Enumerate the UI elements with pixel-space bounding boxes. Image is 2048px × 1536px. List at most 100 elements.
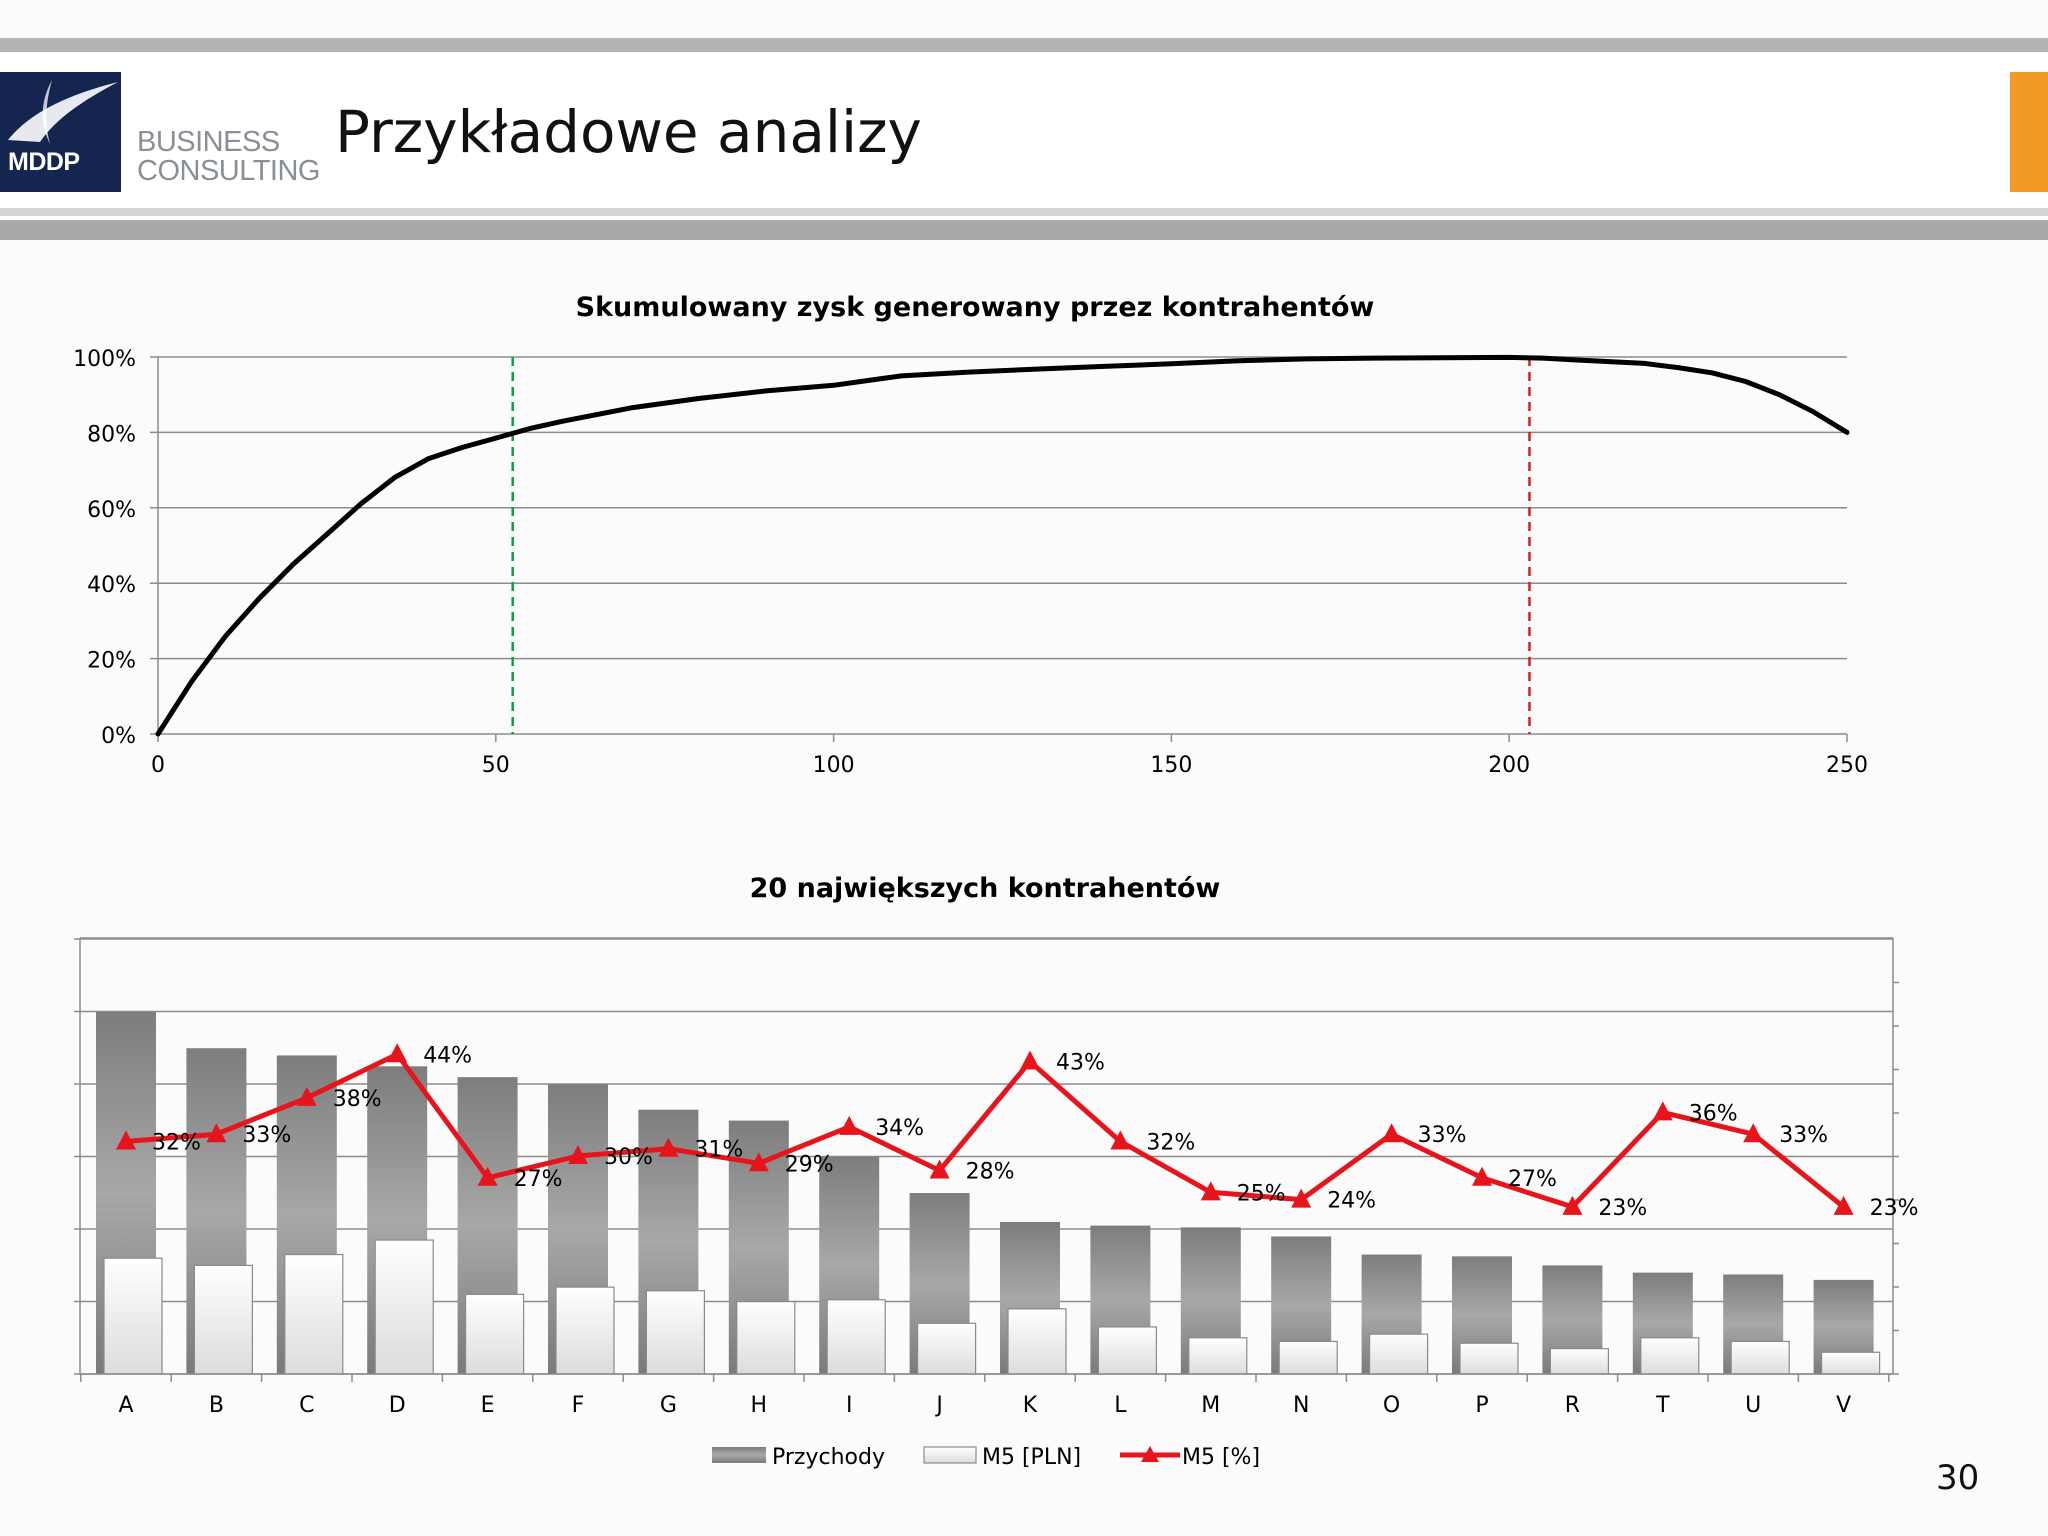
margin-pln-bar (736, 1301, 796, 1375)
margin-pln-bar (1368, 1333, 1429, 1375)
y-tick-label: 40% (87, 573, 136, 598)
legend-marker-margin-percent (1141, 1446, 1159, 1462)
chart1-title: Skumulowany zysk generowany przez kontra… (576, 292, 1375, 323)
margin-pln-bar (103, 1257, 163, 1375)
category-label: H (751, 1393, 768, 1418)
margin-percent-line (125, 1051, 1846, 1210)
y-tick-label: 0% (101, 724, 136, 749)
margin-percent-label: 24% (1327, 1189, 1376, 1214)
category-label: I (846, 1393, 853, 1418)
y-tick-label: 80% (87, 422, 136, 447)
category-label: C (299, 1393, 314, 1418)
x-tick-label: 150 (1150, 753, 1192, 778)
x-tick-label: 100 (813, 753, 855, 778)
accent-tab (2010, 72, 2048, 192)
legend-swatch-margin-pln (923, 1446, 977, 1464)
margin-percent-marker (1743, 1123, 1764, 1143)
x-tick-label: 0 (151, 753, 165, 778)
logo-swoosh-icon (8, 80, 118, 144)
margin-percent-label: 31% (694, 1138, 743, 1163)
category-label: V (1836, 1393, 1851, 1418)
logo-line-2: CONSULTING (137, 155, 320, 187)
margin-pln-bar (465, 1293, 525, 1375)
margin-percent-label: 38% (333, 1087, 382, 1112)
margin-percent-marker (1020, 1050, 1040, 1070)
margin-percent-label: 23% (1870, 1196, 1919, 1221)
y-tick-label: 100% (73, 347, 136, 372)
legend-label-margin-pln: M5 [PLN] (982, 1445, 1081, 1470)
category-label: T (1655, 1393, 1670, 1418)
logo-mark: MDDP (8, 148, 80, 176)
logo-wordmark: BUSINESS CONSULTING (137, 128, 320, 186)
margin-pln-bar (1278, 1340, 1338, 1375)
x-tick-label: 250 (1826, 753, 1868, 778)
x-tick-label: 50 (482, 753, 510, 778)
margin-pln-bar (1549, 1348, 1610, 1375)
margin-percent-marker (839, 1115, 860, 1135)
margin-pln-bar (1640, 1337, 1700, 1375)
category-label: R (1565, 1393, 1580, 1418)
margin-percent-label: 30% (604, 1145, 653, 1170)
margin-percent-marker (296, 1086, 317, 1106)
margin-percent-marker (1652, 1101, 1673, 1121)
legend-swatch-revenue (712, 1447, 766, 1463)
margin-percent-label: 33% (242, 1123, 291, 1148)
margin-percent-marker (477, 1166, 498, 1186)
chart2-title: 20 największych kontrahentów (750, 873, 1221, 904)
margin-percent-label: 27% (514, 1167, 563, 1192)
category-label: J (934, 1393, 943, 1418)
margin-pln-bar (1007, 1308, 1067, 1375)
company-logo: MDDP (0, 72, 121, 192)
category-label: B (209, 1393, 224, 1418)
margin-percent-marker (1291, 1188, 1312, 1208)
category-label: N (1293, 1393, 1309, 1418)
category-label: M (1201, 1393, 1220, 1418)
margin-pln-bar (555, 1286, 615, 1375)
margin-percent-label: 43% (1056, 1051, 1105, 1076)
margin-pln-bar (916, 1322, 977, 1375)
margin-percent-label: 34% (875, 1116, 924, 1141)
margin-percent-label: 25% (1237, 1181, 1286, 1206)
category-label: E (481, 1393, 495, 1418)
y-tick-label: 60% (87, 498, 136, 523)
margin-percent-label: 32% (152, 1130, 201, 1155)
margin-pln-bar (1459, 1342, 1519, 1375)
margin-percent-marker (1562, 1195, 1583, 1215)
margin-pln-bar (826, 1299, 886, 1375)
margin-percent-label: 33% (1779, 1123, 1828, 1148)
margin-percent-marker (568, 1145, 588, 1164)
legend: Przychody M5 [PLN] M5 [%] (712, 1445, 1260, 1470)
margin-pln-bar (374, 1239, 434, 1375)
margin-pln-bar (1097, 1326, 1158, 1375)
margin-percent-marker (1472, 1166, 1492, 1186)
margin-percent-marker (1200, 1181, 1221, 1201)
margin-percent-marker (1833, 1195, 1854, 1215)
category-label: A (118, 1393, 133, 1418)
margin-pln-bar (1730, 1340, 1790, 1375)
margin-percent-label: 27% (1508, 1167, 1557, 1192)
cumulative-profit-chart: Skumulowany zysk generowany przez kontra… (73, 292, 1868, 778)
margin-pln-bar (1820, 1351, 1881, 1375)
margin-percent-label: 23% (1598, 1196, 1647, 1221)
margin-percent-marker (116, 1130, 136, 1150)
category-label: F (572, 1393, 585, 1418)
x-tick-label: 200 (1488, 753, 1530, 778)
margin-pln-bar (193, 1264, 253, 1375)
legend-label-margin-percent: M5 [%] (1182, 1445, 1260, 1470)
top-band (0, 38, 2048, 52)
page-number: 30 (1936, 1458, 1980, 1498)
margin-percent-label: 33% (1418, 1123, 1467, 1148)
category-label: G (660, 1393, 677, 1418)
bottom-band (0, 208, 2048, 240)
category-label: L (1114, 1393, 1127, 1418)
margin-pln-bar (645, 1290, 706, 1375)
category-label: U (1745, 1393, 1761, 1418)
margin-percent-marker (206, 1123, 227, 1143)
margin-percent-label: 28% (966, 1160, 1015, 1185)
category-label: P (1475, 1393, 1488, 1418)
category-label: O (1383, 1393, 1400, 1418)
y-tick-label: 20% (87, 649, 136, 674)
margin-percent-label: 32% (1146, 1130, 1195, 1155)
margin-percent-marker (1381, 1123, 1402, 1143)
logo-line-1: BUSINESS (137, 126, 280, 158)
